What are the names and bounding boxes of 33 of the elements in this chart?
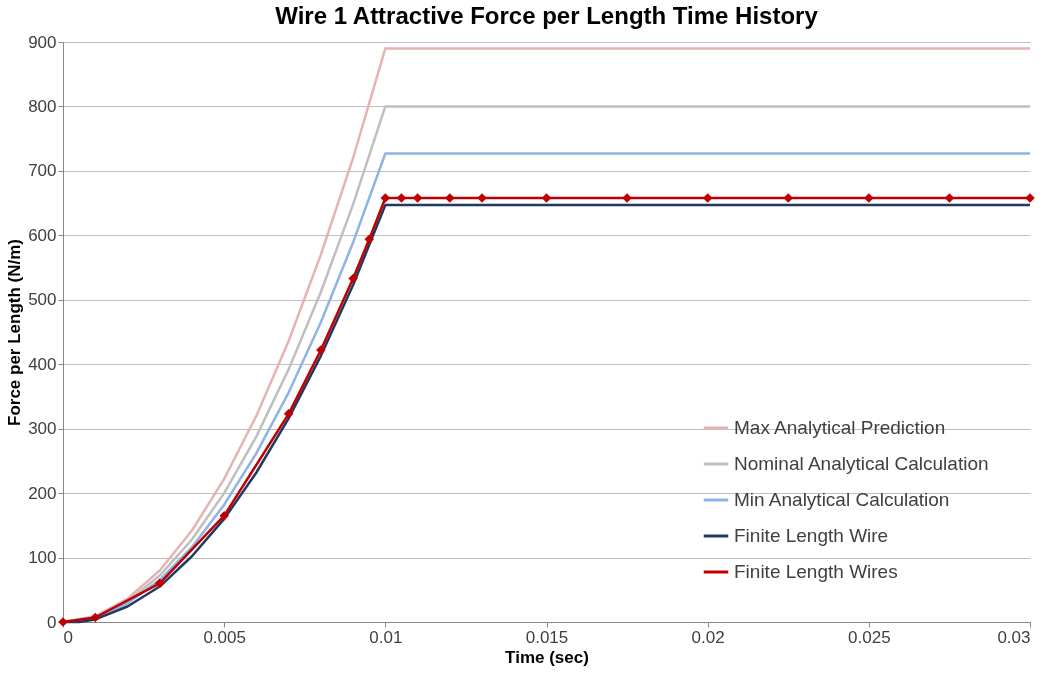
point	[348, 273, 358, 284]
y-tick-label: 200	[28, 483, 57, 503]
x-tick-label: 0.02	[691, 627, 725, 647]
point	[541, 193, 552, 203]
y-tick-label: 500	[28, 290, 57, 310]
y-tick-label: 800	[28, 96, 57, 116]
y-tick-label: 600	[28, 225, 57, 245]
x-tick-label: 0.025	[848, 627, 891, 647]
y-tick-label: 400	[28, 354, 57, 374]
x-tick-label: 0.015	[525, 627, 569, 647]
legend-label: Nominal Analytical Calculation	[734, 453, 989, 474]
legend-label: Min Analytical Calculation	[734, 489, 950, 510]
point	[154, 578, 165, 589]
x-tick-label: 0	[63, 627, 73, 647]
chart-title: Wire 1 Attractive Force per Length Time History	[275, 2, 819, 29]
x-tick-label: 0.005	[203, 627, 246, 647]
point	[219, 510, 229, 521]
y-tick-label: 900	[28, 32, 57, 52]
point	[283, 409, 294, 419]
legend-label: Max Analytical Prediction	[734, 417, 946, 438]
point	[783, 193, 793, 203]
y-axis-title: Force per Length (N/m)	[5, 238, 25, 427]
point	[364, 234, 374, 244]
x-tick-label: 0.01	[369, 627, 403, 647]
x-axis-title: Time (sec)	[505, 647, 589, 667]
legend-label: Finite Length Wires	[734, 561, 898, 582]
y-tick-label: 0	[47, 612, 57, 632]
y-tick-label: 300	[28, 419, 57, 439]
x-tick-label: 0.03	[997, 627, 1031, 647]
legend-label: Finite Length Wire	[734, 525, 889, 546]
y-tick-label: 100	[28, 548, 57, 568]
point	[90, 612, 100, 623]
y-tick-label: 700	[28, 161, 57, 181]
